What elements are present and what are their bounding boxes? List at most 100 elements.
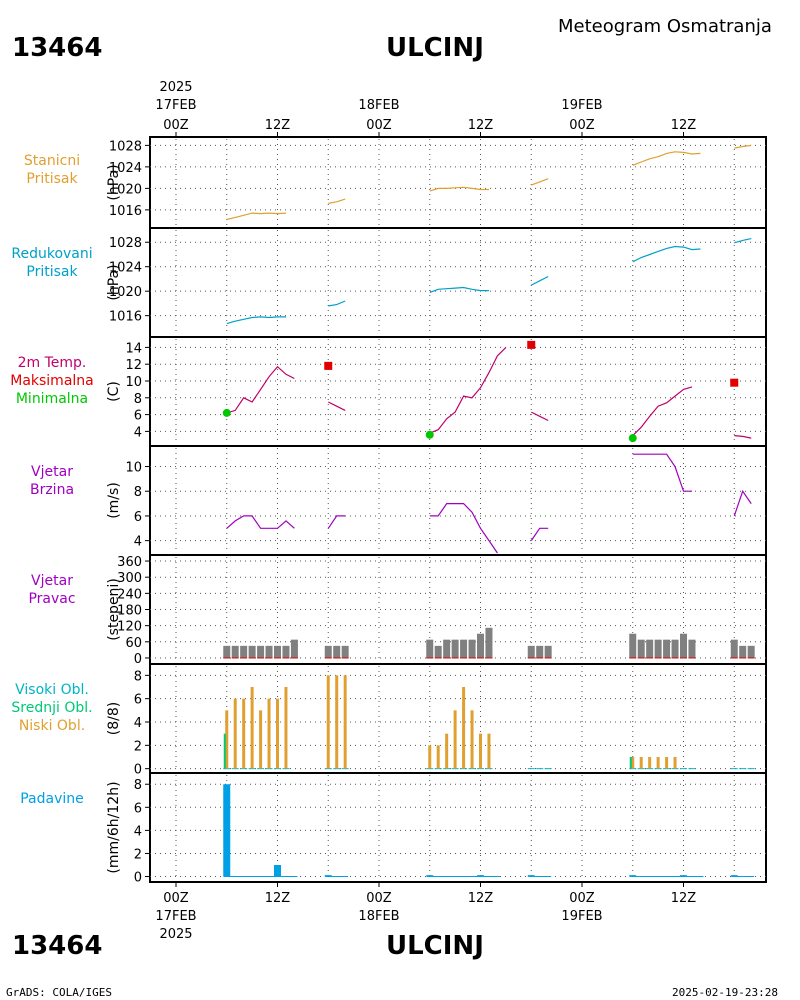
time-tick-top: 12Z: [671, 118, 697, 133]
time-tick-bottom: 12Z: [671, 891, 697, 906]
series-line: [632, 151, 701, 166]
direction-bar: [426, 639, 434, 658]
series-line: [632, 245, 701, 263]
date-label-top: 18FEB: [358, 98, 399, 113]
panel-frame: [149, 227, 767, 338]
direction-bar: [739, 645, 747, 658]
direction-bar: [637, 639, 645, 658]
mid-cloud-bar: [629, 757, 632, 769]
y-tick-label: 1020: [109, 182, 142, 197]
panel-label: Stanicni: [24, 153, 80, 169]
series-line: [733, 489, 752, 517]
y-tick-label: 4: [134, 535, 142, 550]
direction-bar: [240, 645, 248, 658]
software-credit: GrADS: COLA/IGES: [6, 986, 112, 999]
panel-label: Pritisak: [26, 264, 78, 280]
direction-bar: [485, 627, 493, 658]
precip-bar: [324, 875, 332, 877]
time-tick-top: 00Z: [163, 118, 189, 133]
series-line: [531, 411, 549, 422]
y-tick-label: 1020: [109, 285, 142, 300]
precip-bar: [527, 875, 535, 877]
date-label-bottom: 17FEB: [155, 909, 196, 924]
panel-label: Brzina: [30, 482, 74, 498]
direction-bar: [290, 639, 298, 658]
direction-bar: [265, 645, 273, 658]
series-line: [734, 144, 752, 149]
station-id-top: 13464: [12, 33, 102, 63]
direction-bar: [468, 639, 476, 658]
series-line: [226, 365, 295, 414]
panel-label: Pritisak: [26, 171, 78, 187]
direction-bar: [527, 645, 535, 658]
panel-label: Pravac: [28, 591, 75, 607]
time-tick-top: 12Z: [265, 118, 291, 133]
low-cloud-bar: [428, 745, 432, 769]
series-line: [328, 198, 346, 204]
y-tick-label: 1016: [109, 310, 142, 325]
direction-bar: [248, 645, 256, 658]
precip-bar: [680, 875, 687, 877]
y-tick-label: 6: [134, 409, 142, 424]
low-cloud-bar: [259, 710, 263, 769]
y-tick-label: 10: [125, 461, 142, 476]
date-label-bottom: 19FEB: [561, 909, 602, 924]
series-line: [328, 300, 346, 307]
panel-stanicni: 1016 1020 1024 1028 (hPa) Stanicni Pritisak: [24, 136, 767, 229]
low-cloud-bar: [648, 757, 652, 769]
low-cloud-bar: [436, 745, 440, 769]
low-cloud-bar: [639, 757, 643, 769]
year-label-bottom: 2025: [159, 927, 192, 942]
low-cloud-bar: [487, 733, 491, 769]
panel-label: Maksimalna: [10, 373, 94, 389]
date-label-bottom: 18FEB: [358, 909, 399, 924]
direction-bar: [257, 645, 265, 658]
series-line: [530, 527, 549, 541]
date-label-top: 19FEB: [561, 98, 602, 113]
panel-frame: [149, 136, 767, 229]
panel-label: Minimalna: [16, 391, 88, 407]
y-tick-label: 0: [134, 871, 142, 886]
y-tick-label: 60: [125, 636, 142, 651]
low-cloud-bar: [631, 757, 635, 769]
panel-label: Srednji Obl.: [11, 700, 92, 716]
y-tick-label: 2: [134, 847, 142, 862]
direction-bar: [274, 645, 281, 658]
panel-redukovani: 1016 1020 1024 1028 (hPa) Redukovani Pritisak: [11, 227, 767, 338]
panel-padavine: 0 2 4 6 8 (mm/6h/12h) Padavine: [20, 772, 767, 886]
direction-bar: [341, 645, 349, 658]
low-cloud-bar: [225, 710, 229, 769]
max-temp-marker: [527, 340, 536, 349]
station-name-top: ULCINJ: [386, 33, 484, 63]
y-tick-label: 180: [117, 604, 142, 619]
direction-bar: [477, 633, 484, 658]
y-axis-label: (C): [106, 381, 122, 402]
panel-label: Vjetar: [31, 573, 73, 589]
direction-bar: [680, 633, 687, 658]
y-tick-label: 1028: [109, 139, 142, 154]
panel-frame: [149, 772, 767, 883]
station-id-bottom: 13464: [12, 931, 102, 961]
direction-bar: [536, 645, 544, 658]
precip-bar: [477, 875, 484, 877]
direction-bar: [654, 639, 662, 658]
low-cloud-bar: [267, 698, 271, 769]
low-cloud-bar: [242, 698, 246, 769]
date-label-top: 17FEB: [155, 98, 196, 113]
product-title: Meteogram Osmatranja: [558, 16, 772, 37]
y-tick-label: 6: [134, 510, 142, 525]
y-tick-label: 4: [134, 425, 142, 440]
precip-bar: [274, 865, 281, 877]
low-cloud-bar: [665, 757, 669, 769]
y-tick-label: 8: [134, 669, 142, 684]
y-tick-label: 8: [134, 778, 142, 793]
y-tick-label: 240: [117, 587, 142, 602]
y-tick-label: 1016: [109, 204, 142, 219]
series-line: [531, 275, 549, 286]
y-tick-label: 300: [117, 571, 142, 586]
y-axis-label: (hPa): [106, 264, 122, 300]
y-tick-label: 360: [117, 555, 142, 570]
y-tick-label: 14: [125, 341, 142, 356]
precip-bar: [426, 875, 434, 877]
y-tick-label: 1028: [109, 236, 142, 251]
